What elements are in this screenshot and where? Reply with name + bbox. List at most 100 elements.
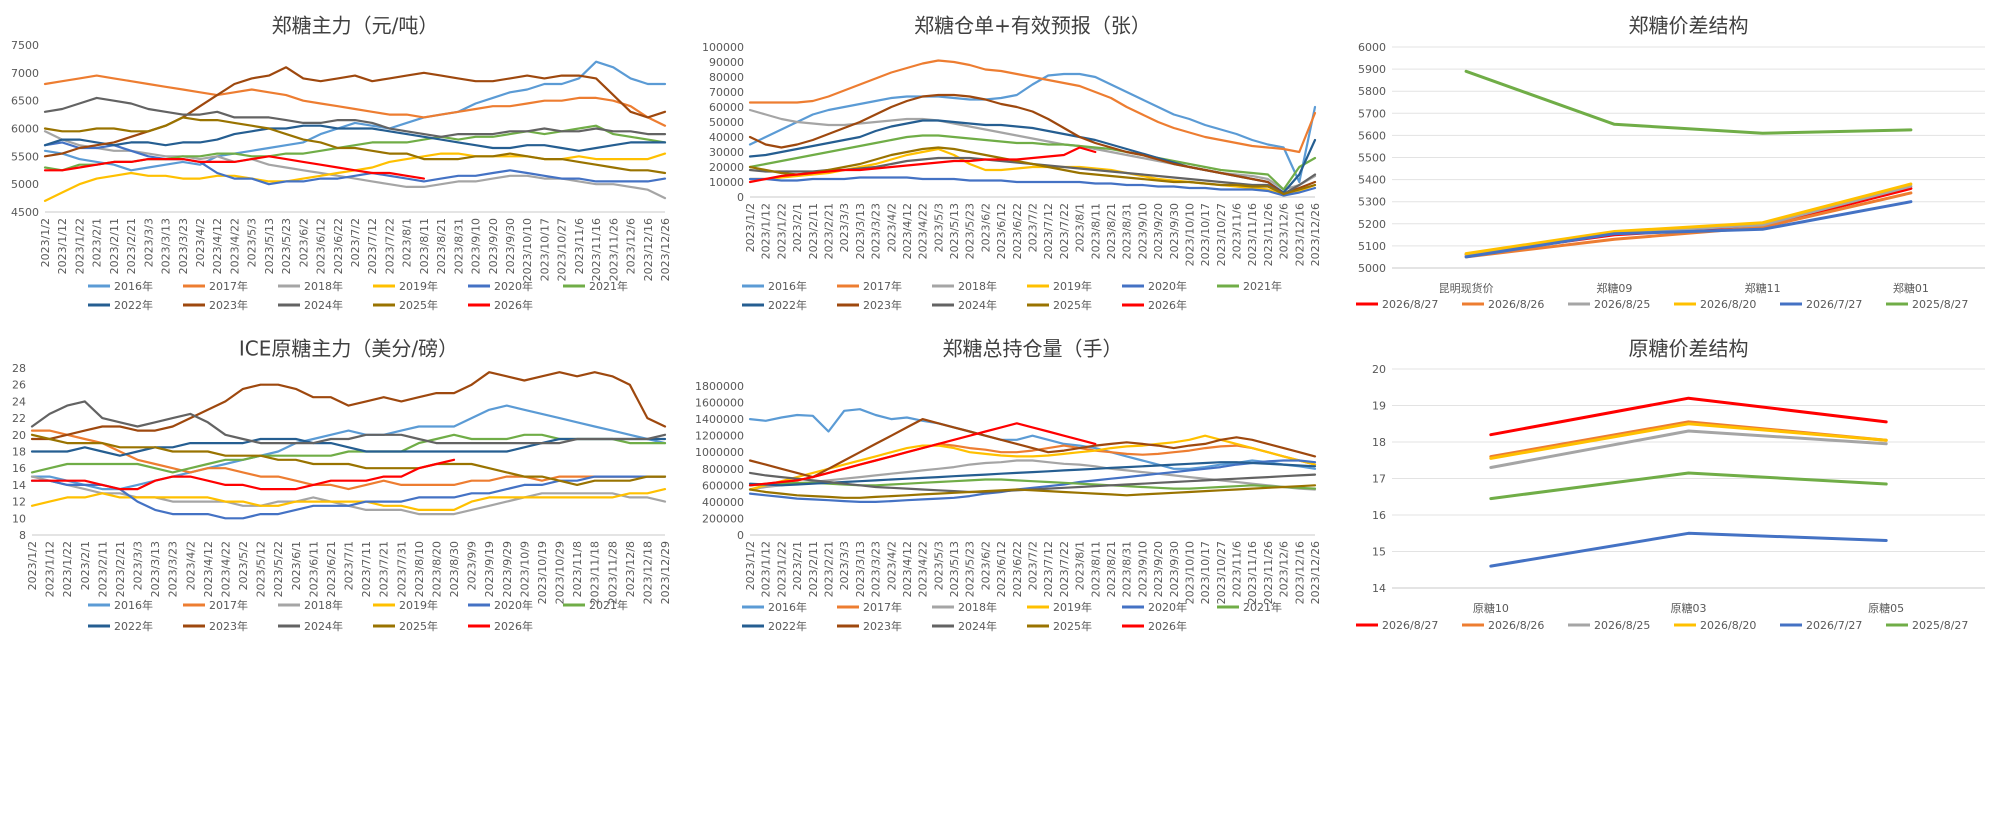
chart-svg: 原糖价差结构 14 15 16 17 18 19 20 原糖10 原糖03 原糖05 2026/8/2…	[1356, 337, 1985, 632]
y-tick-label: 200000	[702, 512, 744, 525]
x-tick-label: 2023/4/22	[219, 541, 232, 597]
legend-label: 2018年	[958, 600, 997, 614]
series-line-2024年	[43, 96, 667, 138]
x-tick-label: 2023/8/11	[1089, 203, 1102, 259]
x-tick-label: 2023/9/20	[1152, 541, 1165, 597]
y-tick-label: 5300	[1358, 196, 1386, 209]
x-tick-label: 2023/8/30	[448, 541, 461, 597]
y-tick-label: 1200000	[695, 430, 744, 443]
series-line-2020年	[748, 459, 1317, 503]
series-line-2026年	[748, 146, 1097, 184]
series-line-2026/7/27	[1464, 200, 1913, 259]
x-tick-label: 2023/6/1	[290, 541, 303, 590]
x-tick-label: 2023/6/22	[1011, 203, 1024, 259]
x-tick-label: 2023/10/17	[538, 218, 551, 281]
x-tick-label: 2023/2/1	[79, 541, 92, 590]
y-tick-label: 18	[1372, 436, 1386, 449]
x-tick-label: 2023/7/1	[343, 541, 356, 590]
legend-label: 2022年	[768, 619, 807, 633]
legend-label: 2017年	[863, 279, 902, 293]
x-tick-label: 2023/3/3	[142, 218, 155, 267]
x-tick-label: 2023/2/1	[91, 218, 104, 267]
x-tick-label: 2023/4/12	[901, 203, 914, 259]
x-tick-label: 2023/9/10	[470, 218, 483, 274]
chart-svg: 郑糖价差结构 5000 5100 5200 5300 5400 5500 5600 5700 58…	[1356, 14, 1985, 311]
series-line-2024年	[30, 400, 667, 445]
x-tick-label: 2023/9/30	[1168, 203, 1181, 259]
y-tick-label: 5600	[1358, 129, 1386, 142]
legend-label: 2026年	[494, 298, 533, 312]
chart-raw-spread: 原糖价差结构 14 15 16 17 18 19 20 原糖10 原糖03 原糖05 2026/8/2…	[1330, 330, 2000, 819]
y-tick-label: 6000	[1358, 41, 1386, 54]
y-tick-label: 20	[1372, 363, 1386, 376]
x-tick-label: 2023/7/31	[395, 541, 408, 597]
x-tick-label: 2023/7/12	[1042, 541, 1055, 597]
series-line-2020年	[43, 141, 667, 186]
legend-label: 2019年	[399, 598, 438, 612]
legend-label: 2019年	[1053, 600, 1092, 614]
x-tick-label: 2023/1/22	[775, 203, 788, 259]
x-tick-label: 2023/9/10	[1136, 541, 1149, 597]
x-tick-label: 2023/2/11	[807, 541, 820, 597]
series-line-2026年	[30, 458, 456, 491]
legend-label: 2026年	[494, 619, 533, 633]
legend-label: 2018年	[304, 598, 343, 612]
x-tick-label: 2023/4/12	[202, 541, 215, 597]
y-tick-label: 5800	[1358, 85, 1386, 98]
chart-title: ICE原糖主力（美分/磅）	[239, 337, 458, 361]
x-tick-label: 2023/6/22	[1011, 541, 1024, 597]
x-tick-label: 2023/4/22	[917, 203, 930, 259]
legend-label: 2023年	[209, 298, 248, 312]
y-tick-label: 7000	[11, 67, 39, 80]
x-tick-label: 2023/2/21	[125, 218, 138, 274]
x-tick-label: 2023/6/22	[332, 218, 345, 274]
x-tick-label: 2023/12/6	[1278, 203, 1291, 259]
series-line-2026/8/27	[1489, 396, 1888, 437]
series-line-2023年	[30, 371, 667, 441]
chart-zhengtang-open-interest: 郑糖总持仓量（手） 0 200000 400000 600000 800000 100000…	[680, 330, 1330, 819]
legend-label: 2026/8/27	[1382, 298, 1438, 311]
chart-ice-raw-main: ICE原糖主力（美分/磅） 8 10 12 14 16 18 20 22 24 26 28 2023/1…	[0, 330, 680, 819]
x-tick-label: 郑糖09	[1596, 281, 1632, 295]
legend-label: 2026/8/25	[1594, 619, 1650, 632]
x-tick-label: 2023/2/1	[791, 203, 804, 252]
x-tick-label: 2023/10/27	[1215, 203, 1228, 266]
legend-label: 2024年	[958, 298, 997, 312]
x-tick-label: 2023/8/31	[1121, 203, 1134, 259]
legend-label: 2022年	[768, 298, 807, 312]
legend-label: 2016年	[768, 279, 807, 293]
legend-label: 2026/8/25	[1594, 298, 1650, 311]
series-line-2026/8/26	[1464, 191, 1913, 259]
x-tick-label: 2023/10/17	[1199, 203, 1212, 266]
legend-label: 2026/8/26	[1488, 298, 1544, 311]
x-tick-label: 郑糖11	[1745, 281, 1781, 295]
x-tick-label: 2023/2/11	[108, 218, 121, 274]
x-tick-label: 2023/12/6	[625, 218, 638, 274]
x-tick-label: 2023/3/23	[177, 218, 190, 274]
x-tick-label: 2023/3/13	[149, 541, 162, 597]
x-tick-label: 2023/4/12	[211, 218, 224, 274]
x-tick-label: 2023/10/27	[1215, 541, 1228, 604]
x-tick-label: 2023/3/23	[870, 203, 883, 259]
legend-label: 2021年	[589, 598, 628, 612]
series-line-2026/8/20	[1464, 182, 1913, 256]
x-tick-label: 原糖03	[1671, 601, 1707, 615]
chart-title: 郑糖主力（元/吨）	[272, 14, 439, 38]
x-tick-label: 2023/5/22	[272, 541, 285, 597]
y-tick-label: 16	[12, 462, 26, 475]
legend-label: 2019年	[399, 279, 438, 293]
series-line-2025年	[30, 433, 667, 486]
legend-label: 2025年	[399, 298, 438, 312]
legend-label: 2022年	[114, 298, 153, 312]
x-tick-label: 2023/7/22	[1058, 203, 1071, 259]
x-tick-label: 2023/5/23	[964, 203, 977, 259]
y-tick-label: 40000	[709, 131, 744, 144]
x-tick-label: 2023/1/2	[39, 218, 52, 267]
x-tick-label: 2023/11/18	[589, 541, 602, 604]
y-tick-label: 6500	[11, 95, 39, 108]
x-tick-label: 2023/9/29	[501, 541, 514, 597]
legend-label: 2026/8/20	[1700, 619, 1756, 632]
x-tick-label: 2023/4/2	[885, 541, 898, 590]
legend-label: 2018年	[304, 279, 343, 293]
x-tick-label: 2023/11/26	[1262, 203, 1275, 266]
